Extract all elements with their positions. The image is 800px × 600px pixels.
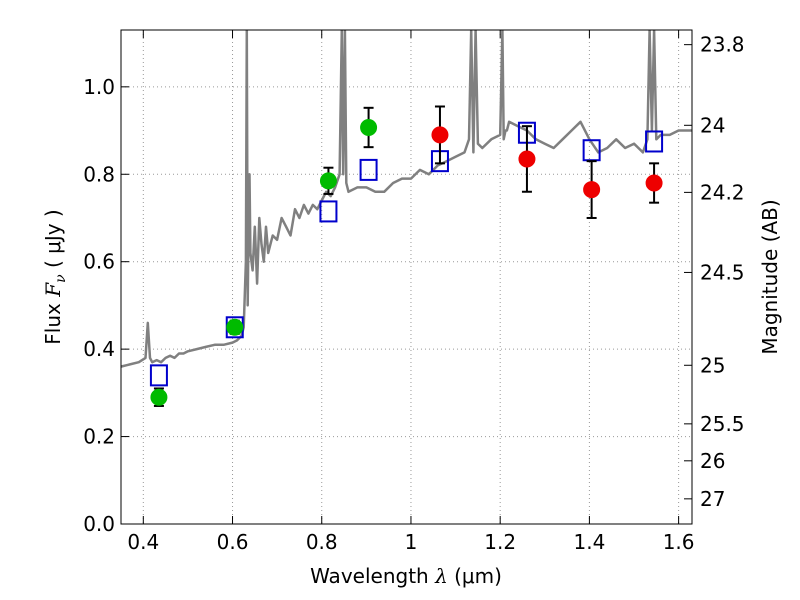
axis-ticks: 0.4 0.6 0.8 1 1.2 1.4 1.6 0.0 0.2 0.4 0.6 0.8 1.0 23.… xyxy=(83,30,745,554)
data-point xyxy=(226,318,244,336)
y-tick-label: 0.0 xyxy=(83,512,115,536)
right-tick-label: 23.8 xyxy=(700,33,745,57)
x-tick-label: 1.2 xyxy=(484,530,516,554)
data-point xyxy=(518,150,536,168)
data-point xyxy=(431,126,449,144)
x-tick-label: 0.6 xyxy=(217,530,249,554)
right-tick-label: 24 xyxy=(700,113,725,137)
x-tick-label: 1 xyxy=(405,530,418,554)
right-tick-label: 25 xyxy=(700,353,725,377)
right-tick-label: 25.5 xyxy=(700,412,745,436)
x-tick-label: 1.4 xyxy=(573,530,605,554)
x-axis-label: Wavelength λ (μm) xyxy=(310,564,502,588)
data-point xyxy=(645,174,663,192)
model-square xyxy=(149,364,168,387)
y-tick-label: 0.2 xyxy=(83,425,115,449)
data-point xyxy=(150,388,168,406)
x-tick-label: 0.4 xyxy=(127,530,159,554)
y-tick-label: 1.0 xyxy=(83,75,115,99)
x-tick-label: 0.8 xyxy=(306,530,338,554)
y-tick-label: 0.6 xyxy=(83,250,115,274)
right-axis-label: Magnitude (AB) xyxy=(758,199,782,354)
right-tick-label: 24.5 xyxy=(700,260,745,284)
right-tick-label: 27 xyxy=(700,487,725,511)
plot-area xyxy=(121,30,692,407)
right-tick-label: 24.2 xyxy=(700,180,745,204)
model-square xyxy=(319,200,338,223)
x-tick-label: 1.6 xyxy=(663,530,695,554)
y-axis-label: Flux Fν ( μJy ) xyxy=(41,209,69,344)
sed-line xyxy=(121,30,692,368)
y-tick-label: 0.4 xyxy=(83,337,115,361)
model-square xyxy=(359,158,378,181)
grid-lines xyxy=(121,30,692,525)
y-tick-label: 0.8 xyxy=(83,162,115,186)
model-square xyxy=(645,130,664,153)
data-point xyxy=(583,181,601,199)
right-tick-label: 26 xyxy=(700,449,725,473)
data-point xyxy=(319,172,337,190)
data-point xyxy=(360,118,378,136)
plot-frame xyxy=(120,29,693,525)
